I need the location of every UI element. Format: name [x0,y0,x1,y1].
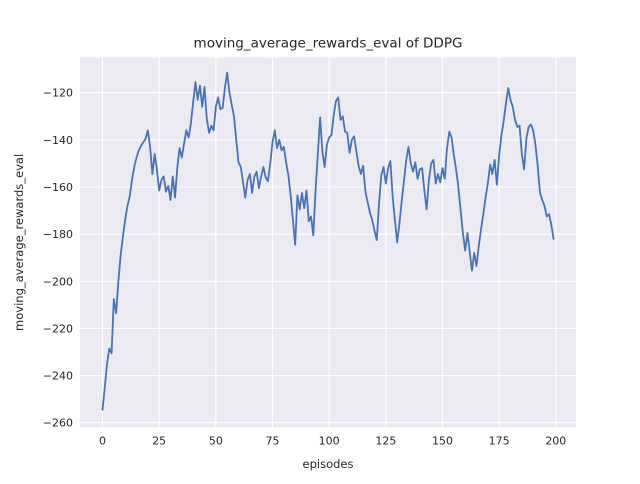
x-tick-label: 50 [209,435,223,448]
x-tick-label: 175 [489,435,510,448]
y-tick-label: −160 [43,181,73,194]
y-tick-label: −140 [43,134,73,147]
x-tick-label: 200 [545,435,566,448]
x-tick-label: 25 [152,435,166,448]
reward-line [101,71,555,411]
axes-background [80,57,576,428]
y-axis-label: moving_average_rewards_eval [12,154,26,331]
x-axis-label: episodes [303,457,354,471]
y-tick-label: −200 [43,275,73,288]
y-tick-label: −180 [43,228,73,241]
y-tick-label: −240 [43,370,73,383]
chart-title: moving_average_rewards_eval of DDPG [194,36,463,52]
y-tick-label: −120 [43,87,73,100]
x-tick-label: 75 [266,435,280,448]
y-tick-label: −220 [43,322,73,335]
x-tick-label: 150 [432,435,453,448]
x-tick-label: 0 [99,435,106,448]
x-tick-label: 125 [375,435,396,448]
y-tick-labels: −120 −140 −160 −180 −200 −220 −240 −260 [43,87,73,430]
x-tick-label: 100 [319,435,340,448]
y-tick-label: −260 [43,417,73,430]
x-tick-labels: 0 25 50 75 100 125 150 175 200 [99,435,566,448]
